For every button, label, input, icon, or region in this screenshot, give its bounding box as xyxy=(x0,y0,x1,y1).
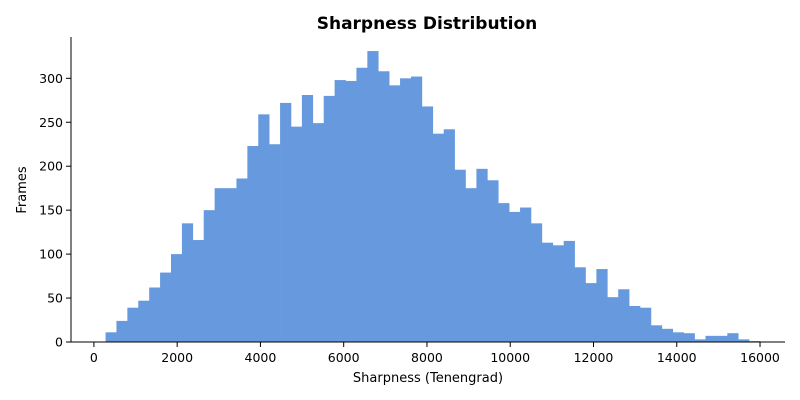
histogram-bar xyxy=(149,287,161,342)
y-axis-label: Frames xyxy=(15,166,30,214)
histogram-bar xyxy=(345,80,357,342)
histogram-bar xyxy=(465,188,477,342)
histogram-bar xyxy=(334,80,346,342)
histogram-bar xyxy=(683,333,695,342)
histogram-bar xyxy=(225,188,237,342)
histogram-bar xyxy=(530,223,543,342)
histogram-bar xyxy=(138,300,150,342)
x-tick-label: 0 xyxy=(90,350,98,365)
histogram-bar xyxy=(312,123,325,342)
histogram-bar xyxy=(323,95,335,342)
histogram-bar xyxy=(410,76,423,343)
histogram-bar xyxy=(160,272,172,342)
y-tick-label: 300 xyxy=(39,71,63,86)
histogram-bar xyxy=(498,203,510,342)
x-tick-label: 4000 xyxy=(245,350,277,365)
y-axis-ticks: 0 50 100 150 200 250 300 xyxy=(39,71,71,350)
histogram-bar xyxy=(236,178,248,342)
histogram-bar xyxy=(192,240,205,342)
x-axis-ticks: 0 2000 4000 6000 8000 10000 12000 14000 16000 xyxy=(90,342,780,365)
histogram-bar xyxy=(574,267,586,342)
chart-title: Sharpness Distribution xyxy=(317,14,538,34)
histogram-bar xyxy=(400,78,412,342)
histogram-bar xyxy=(203,210,215,342)
y-tick-label: 250 xyxy=(39,115,63,130)
y-tick-label: 150 xyxy=(39,203,63,218)
histogram-bar xyxy=(378,71,390,342)
histogram-bar xyxy=(171,254,183,342)
histogram-bar xyxy=(509,211,521,342)
x-tick-label: 14000 xyxy=(657,350,697,365)
histogram-bar xyxy=(661,328,674,342)
histogram-bar xyxy=(650,325,663,342)
y-tick-label: 100 xyxy=(39,247,63,262)
x-tick-label: 6000 xyxy=(328,350,360,365)
histogram-bar xyxy=(105,332,117,342)
histogram-bar xyxy=(563,240,575,342)
histogram-bar xyxy=(738,339,750,342)
histogram-bar xyxy=(629,305,641,342)
histogram-bar xyxy=(301,95,314,342)
histogram-bar xyxy=(476,168,488,342)
histogram-bar xyxy=(618,289,630,342)
histogram-bar xyxy=(705,335,717,342)
histogram-bar xyxy=(247,145,259,342)
histogram-bar xyxy=(727,333,739,342)
histogram-bar xyxy=(672,332,684,342)
histogram-bar xyxy=(421,106,434,342)
y-tick-label: 200 xyxy=(39,159,63,174)
y-tick-label: 0 xyxy=(55,335,63,350)
x-tick-label: 12000 xyxy=(574,350,614,365)
histogram-bar xyxy=(258,114,270,342)
histogram-bar xyxy=(356,67,368,342)
histogram-bar xyxy=(269,144,281,342)
histogram-bar xyxy=(290,126,303,343)
histogram-bar xyxy=(520,207,532,342)
histogram-bar xyxy=(432,133,444,342)
histogram-bar xyxy=(552,245,564,342)
histogram-bars xyxy=(105,51,761,343)
y-tick-label: 50 xyxy=(47,291,63,306)
histogram-bar xyxy=(607,297,619,342)
x-tick-label: 16000 xyxy=(740,350,780,365)
histogram-bar xyxy=(181,223,194,342)
x-tick-label: 8000 xyxy=(411,350,443,365)
histogram-bar xyxy=(389,85,401,342)
histogram-bar xyxy=(214,188,226,342)
histogram-bar xyxy=(280,102,292,342)
histogram-bar xyxy=(443,129,455,342)
histogram-bar xyxy=(127,307,139,342)
histogram-bar xyxy=(596,269,608,342)
histogram-bar xyxy=(694,339,706,342)
histogram-bar xyxy=(367,51,379,343)
histogram-bar xyxy=(640,307,652,342)
histogram-bar xyxy=(541,242,554,342)
x-axis-label: Sharpness (Tenengrad) xyxy=(353,371,503,386)
histogram-bar xyxy=(116,320,128,342)
histogram-bar xyxy=(487,180,499,342)
histogram-bar xyxy=(454,169,466,342)
x-tick-label: 2000 xyxy=(161,350,193,365)
x-tick-label: 10000 xyxy=(490,350,530,365)
histogram-bar xyxy=(585,283,597,342)
histogram-bar xyxy=(716,335,728,342)
